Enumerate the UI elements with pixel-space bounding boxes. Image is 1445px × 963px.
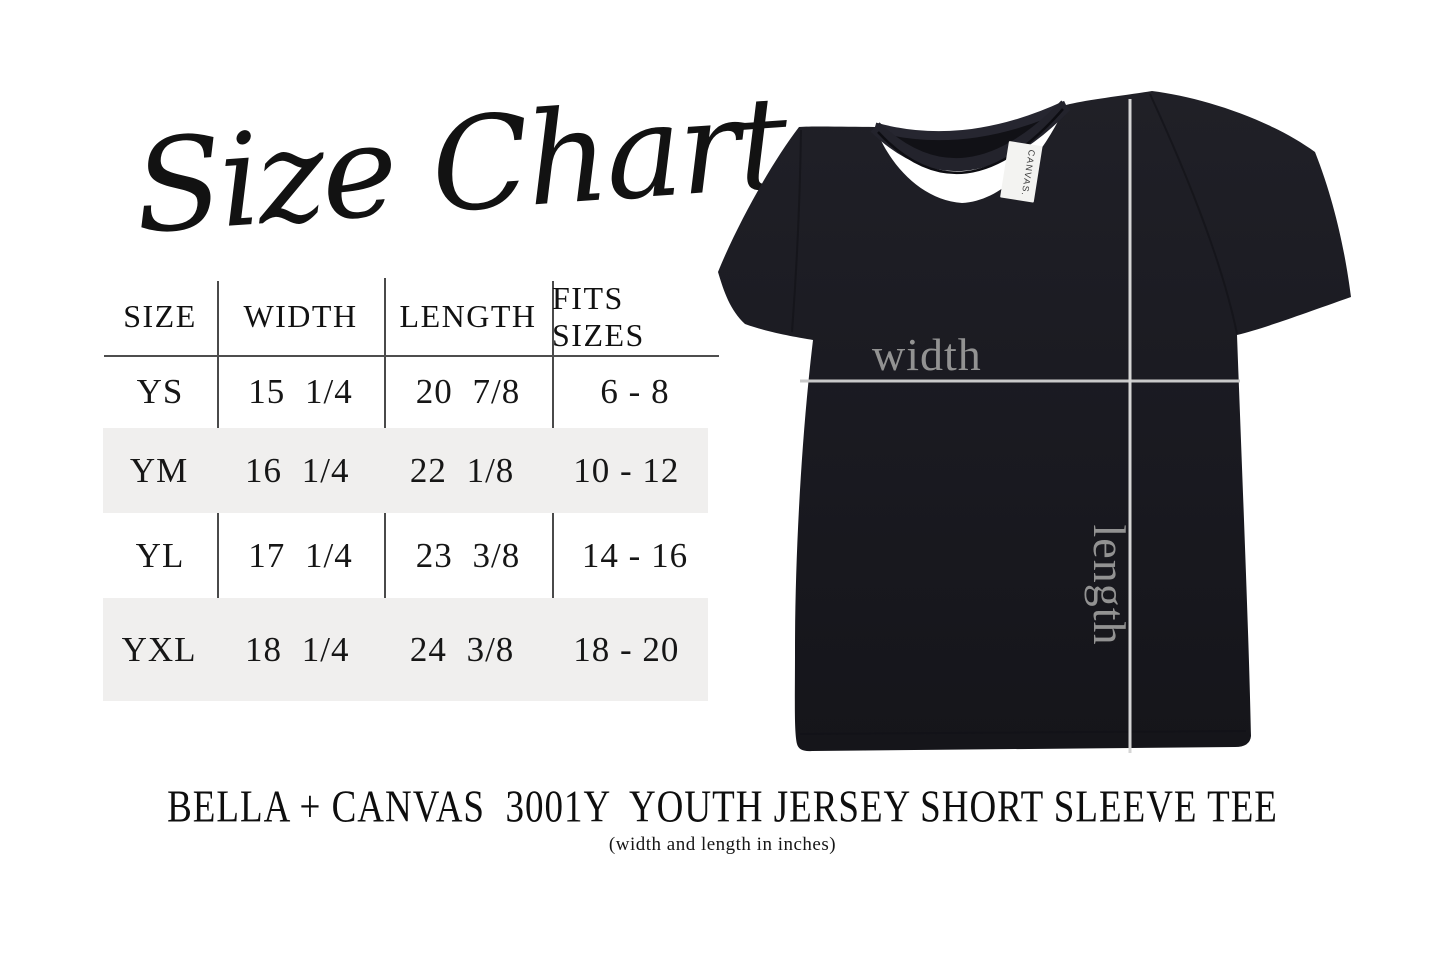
cell-size: YS xyxy=(136,371,184,411)
table-row-ym: YM 16 1/4 22 1/8 10 - 12 xyxy=(103,428,708,513)
size-table: SIZE WIDTH LENGTH FITS SIZES YS 15 1/4 2… xyxy=(103,278,718,701)
product-title: BELLA + CANVAS 3001Y YOUTH JERSEY SHORT … xyxy=(167,782,1278,833)
width-label: width xyxy=(872,329,982,380)
cell-length: 20 7/8 xyxy=(415,371,521,411)
column-header-length: LENGTH xyxy=(399,298,537,334)
column-header-size: SIZE xyxy=(123,298,197,334)
collar-seam xyxy=(877,108,1064,175)
cell-length: 24 3/8 xyxy=(409,629,515,669)
page-title: Size Chart xyxy=(130,69,794,263)
sleeve-seam-right xyxy=(1149,93,1238,335)
header-underline xyxy=(104,355,719,357)
hem-seam xyxy=(799,730,1247,735)
column-header-fits: FITS SIZES xyxy=(552,279,645,353)
sleeve-seam-left xyxy=(791,129,802,333)
table-row-ys: YS 15 1/4 20 7/8 6 - 8 xyxy=(103,355,718,428)
cell-fits: 6 - 8 xyxy=(600,371,670,411)
cell-size: YXL xyxy=(121,629,197,669)
neck-tag: CANVAS. xyxy=(1000,141,1043,203)
cell-width: 17 1/4 xyxy=(248,535,353,575)
cell-width: 18 1/4 xyxy=(245,629,350,669)
cell-length: 22 1/8 xyxy=(409,450,515,490)
cell-fits: 18 - 20 xyxy=(573,629,680,669)
tshirt-body xyxy=(718,91,1351,752)
cell-size: YM xyxy=(129,450,189,490)
units-note: (width and length in inches) xyxy=(608,834,837,855)
column-header-width: WIDTH xyxy=(243,298,358,334)
cell-fits: 10 - 12 xyxy=(573,450,680,490)
table-row-yxl: YXL 18 1/4 24 3/8 18 - 20 xyxy=(103,598,708,701)
tshirt-photo: CANVAS. xyxy=(718,91,1351,752)
cell-length: 23 3/8 xyxy=(415,535,521,575)
cell-width: 15 1/4 xyxy=(248,371,353,411)
table-row-yl: YL 17 1/4 23 3/8 14 - 16 xyxy=(103,513,718,598)
cell-width: 16 1/4 xyxy=(245,450,350,490)
neck-opening xyxy=(875,105,1066,166)
table-header-row: SIZE WIDTH LENGTH FITS SIZES xyxy=(103,278,718,355)
length-label: length xyxy=(1084,525,1135,646)
collar-back xyxy=(873,100,1068,141)
cell-fits: 14 - 16 xyxy=(581,535,689,575)
cell-size: YL xyxy=(135,535,185,575)
collar-front xyxy=(870,100,1071,172)
